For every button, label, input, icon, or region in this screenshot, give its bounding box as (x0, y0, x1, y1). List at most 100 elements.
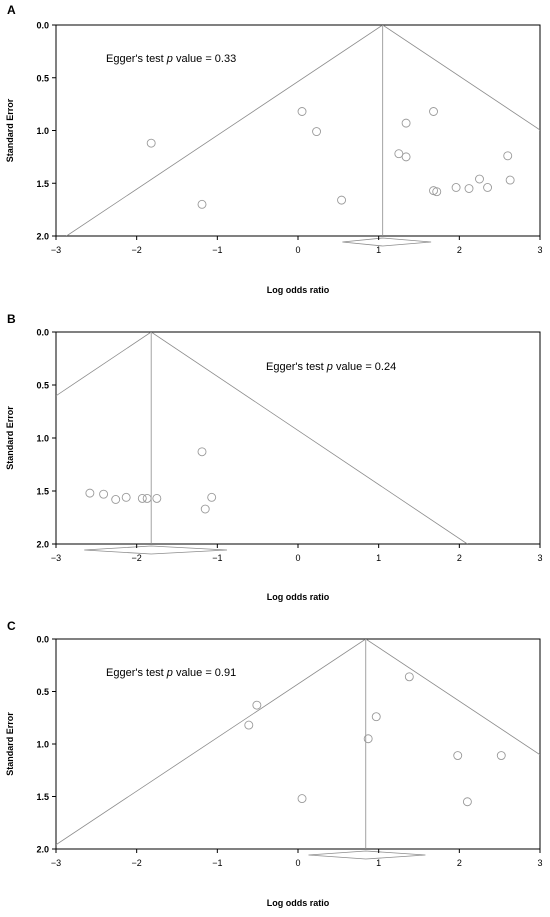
x-tick-label: 1 (376, 553, 381, 563)
study-point (197, 199, 207, 209)
y-tick-label: 2.0 (36, 540, 49, 550)
study-point (244, 720, 254, 730)
egger-value: value = 0.24 (333, 361, 396, 373)
y-tick-label: 1.5 (36, 487, 49, 497)
y-tick-label: 2.0 (36, 845, 49, 855)
study-point (401, 118, 411, 128)
study-point (99, 489, 109, 499)
study-point (464, 184, 474, 193)
y-axis-title: Standard Error (5, 98, 15, 162)
panel-label: B (7, 312, 16, 326)
study-point (475, 174, 484, 184)
x-tick-label: −1 (212, 553, 222, 563)
study-point (152, 493, 162, 503)
study-point (363, 734, 373, 744)
y-tick-label: 0.0 (36, 328, 49, 338)
x-tick-label: 0 (295, 858, 300, 868)
panel-label: C (7, 619, 16, 633)
x-tick-label: −2 (132, 858, 142, 868)
egger-value: value = 0.91 (173, 667, 236, 679)
study-point (121, 492, 131, 502)
funnel-right-line (365, 639, 540, 756)
egger-prefix: Egger's test (266, 361, 327, 373)
funnel-plot-c-svg: −3 −2 −1 0 1 2 3 0.0 0.5 1.0 1.5 2.0 Log odds ratio S… (5, 619, 543, 908)
y-tick-label: 1.0 (36, 434, 49, 444)
summary-diamond (308, 850, 426, 860)
x-tick-label: −1 (212, 858, 222, 868)
x-tick-label: 1 (376, 858, 381, 868)
funnel-plot-b-svg: −3 −2 −1 0 1 2 3 0.0 0.5 1.0 1.5 2.0 Log odds ratio S… (5, 312, 543, 602)
study-point (496, 751, 506, 761)
study-point (394, 149, 404, 159)
study-point (297, 107, 307, 116)
y-tick-label: 1.5 (36, 792, 49, 802)
x-tick-label: 3 (537, 553, 542, 563)
study-point (371, 712, 381, 722)
funnel-right-line (150, 332, 468, 544)
egger-test-annotation: Egger's test p value = 0.33 (106, 53, 236, 65)
x-tick-label: −3 (51, 553, 61, 563)
funnel-lines (56, 332, 468, 544)
panel-label: A (7, 3, 16, 17)
study-point (503, 151, 513, 161)
y-tick-label: 1.0 (36, 740, 49, 750)
x-axis-title: Log odds ratio (267, 592, 330, 602)
x-tick-label: 1 (376, 245, 381, 255)
x-tick-label: 3 (537, 858, 542, 868)
summary-diamond (342, 237, 432, 247)
x-tick-label: 0 (295, 553, 300, 563)
y-tick-label: 1.5 (36, 179, 49, 189)
study-point (146, 138, 156, 148)
study-point (505, 175, 515, 185)
egger-p-symbol: p (166, 667, 173, 679)
funnel-left-line (56, 332, 152, 397)
funnel-left-line (66, 25, 383, 236)
egger-test-annotation: Egger's test p value = 0.91 (106, 667, 236, 679)
x-tick-label: 2 (457, 858, 462, 868)
study-point (401, 152, 411, 162)
study-point (337, 195, 347, 205)
x-tick-label: −2 (132, 553, 142, 563)
study-point (207, 492, 217, 502)
y-tick-label: 1.0 (36, 126, 49, 136)
study-point (462, 797, 472, 807)
funnel-right-line (382, 25, 540, 131)
study-point (404, 672, 414, 682)
x-tick-label: −3 (51, 858, 61, 868)
y-tick-label: 0.5 (36, 687, 49, 697)
funnel-lines (56, 639, 540, 849)
x-tick-label: −2 (132, 245, 142, 255)
y-axis-title: Standard Error (5, 406, 15, 470)
egger-value: value = 0.33 (173, 53, 236, 65)
funnel-lines (66, 25, 540, 236)
study-point (451, 183, 461, 192)
x-tick-label: −1 (212, 245, 222, 255)
study-point (483, 183, 493, 192)
study-point (429, 107, 438, 116)
egger-test-annotation: Egger's test p value = 0.24 (266, 361, 396, 373)
funnel-plot-panel-a: −3 −2 −1 0 1 2 3 0.0 0.5 1.0 1.5 2.0 Log odds ratio S… (0, 0, 550, 307)
funnel-plot-panel-c: −3 −2 −1 0 1 2 3 0.0 0.5 1.0 1.5 2.0 Log odds ratio S… (0, 614, 550, 917)
funnel-left-line (56, 639, 366, 846)
x-tick-label: 2 (457, 553, 462, 563)
y-tick-label: 0.5 (36, 73, 49, 83)
study-point (453, 751, 463, 761)
study-point (200, 504, 210, 514)
study-point (137, 493, 147, 503)
y-axis-title: Standard Error (5, 712, 15, 776)
y-tick-label: 0.0 (36, 21, 49, 31)
study-point (142, 493, 152, 503)
x-axis-title: Log odds ratio (267, 898, 330, 908)
egger-prefix: Egger's test (106, 53, 167, 65)
x-tick-label: 0 (295, 245, 300, 255)
x-tick-label: 2 (457, 245, 462, 255)
funnel-plot-a-svg: −3 −2 −1 0 1 2 3 0.0 0.5 1.0 1.5 2.0 Log odds ratio S… (5, 3, 543, 295)
study-point (252, 700, 262, 710)
x-tick-label: −3 (51, 245, 61, 255)
funnel-plot-panel-b: −3 −2 −1 0 1 2 3 0.0 0.5 1.0 1.5 2.0 Log odds ratio S… (0, 307, 550, 614)
x-tick-label: 3 (537, 245, 542, 255)
study-point (197, 447, 207, 457)
study-point (312, 127, 322, 137)
y-tick-label: 0.5 (36, 381, 49, 391)
study-point (85, 488, 95, 498)
